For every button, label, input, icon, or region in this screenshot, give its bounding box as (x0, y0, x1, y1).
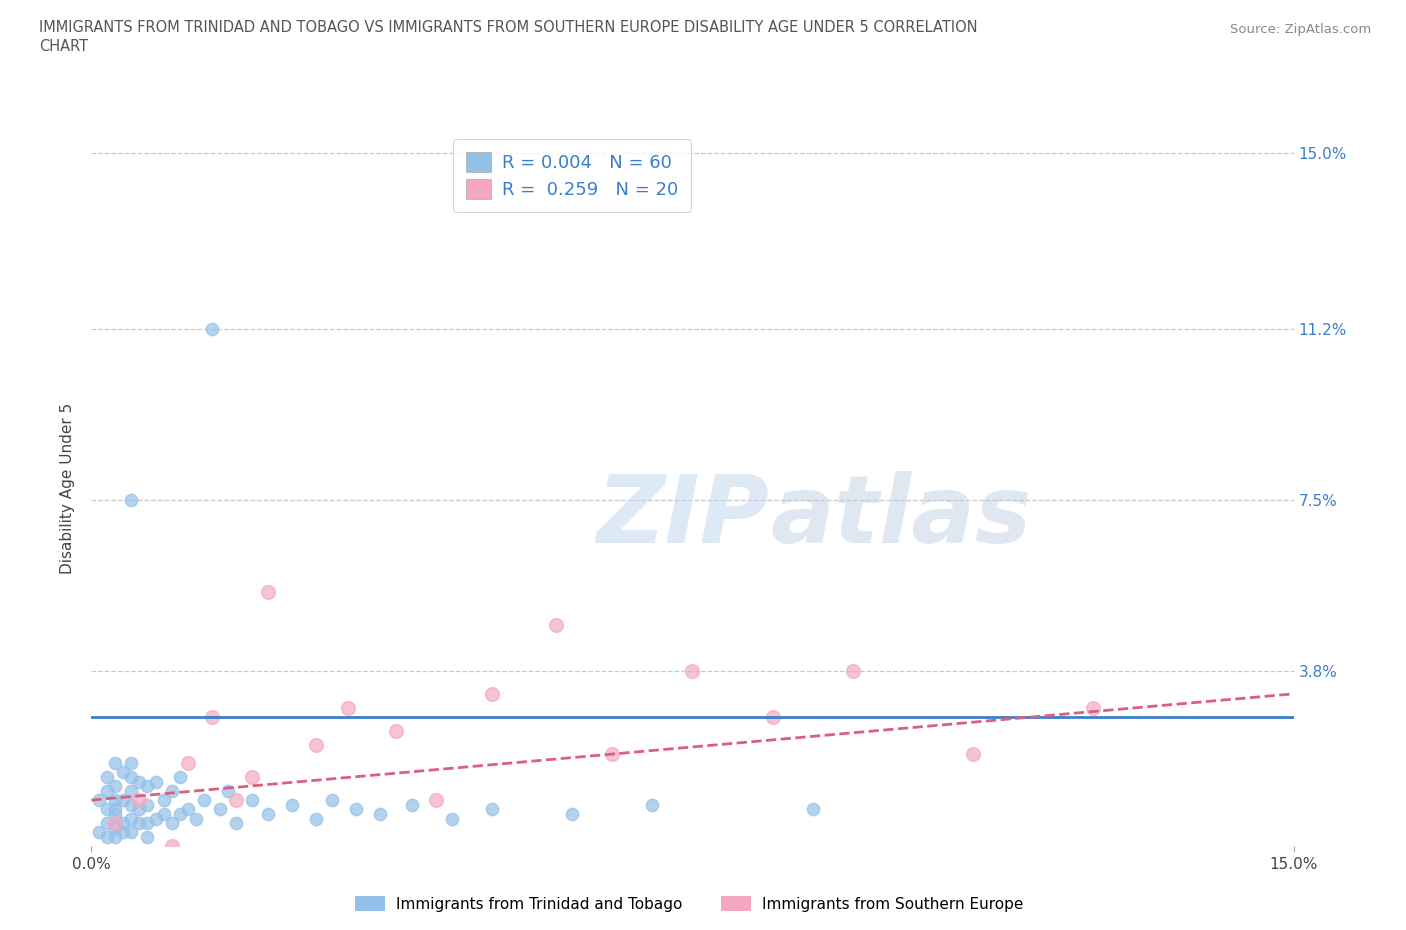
Point (425, 792, 447, 807)
Point (201, 322, 224, 337)
Point (121, 825, 143, 840)
Point (336, 700, 359, 715)
Point (281, 797, 304, 812)
Point (89, 792, 111, 807)
Point (184, 811, 207, 826)
Point (962, 747, 984, 762)
Y-axis label: Disability Age Under 5: Disability Age Under 5 (60, 403, 76, 574)
Point (104, 816, 127, 830)
Point (481, 686, 503, 701)
Point (96, 830, 118, 844)
Point (121, 811, 143, 826)
Point (104, 802, 127, 817)
Point (112, 792, 135, 807)
Point (160, 783, 183, 798)
Point (121, 797, 143, 812)
Point (104, 820, 127, 835)
Point (128, 774, 150, 789)
Point (305, 811, 328, 826)
Point (256, 806, 278, 821)
Point (136, 830, 159, 844)
Point (841, 663, 863, 678)
Point (96, 769, 118, 784)
Point (96, 802, 118, 817)
Text: ZIP: ZIP (596, 471, 769, 563)
Point (481, 802, 503, 817)
Point (176, 802, 198, 817)
Text: IMMIGRANTS FROM TRINIDAD AND TOBAGO VS IMMIGRANTS FROM SOUTHERN EUROPE DISABILIT: IMMIGRANTS FROM TRINIDAD AND TOBAGO VS I… (39, 20, 979, 35)
Point (201, 710, 224, 724)
Point (440, 811, 463, 826)
Point (385, 724, 408, 738)
Point (801, 802, 824, 817)
Point (104, 792, 127, 807)
Point (121, 492, 143, 507)
Point (193, 792, 215, 807)
Point (561, 806, 583, 821)
Point (602, 747, 624, 762)
Point (152, 792, 174, 807)
Point (121, 756, 143, 771)
Point (401, 797, 423, 812)
Point (104, 778, 127, 793)
Point (121, 783, 143, 798)
Point (152, 806, 174, 821)
Point (160, 839, 183, 854)
Point (96, 783, 118, 798)
Point (217, 783, 239, 798)
Point (225, 792, 247, 807)
Point (641, 797, 664, 812)
Point (136, 797, 159, 812)
Point (104, 756, 127, 771)
Point (208, 802, 231, 817)
Legend: Immigrants from Trinidad and Tobago, Immigrants from Southern Europe: Immigrants from Trinidad and Tobago, Imm… (349, 889, 1029, 918)
Point (96, 816, 118, 830)
Point (225, 816, 247, 830)
Point (145, 774, 167, 789)
Point (681, 663, 703, 678)
Point (762, 710, 785, 724)
Point (368, 806, 391, 821)
Text: atlas: atlas (770, 471, 1032, 563)
Point (112, 765, 135, 780)
Point (344, 802, 367, 817)
Point (240, 792, 263, 807)
Point (321, 792, 343, 807)
Point (136, 778, 159, 793)
Point (128, 816, 150, 830)
Legend: R = 0.004   N = 60, R =  0.259   N = 20: R = 0.004 N = 60, R = 0.259 N = 20 (453, 140, 692, 211)
Point (256, 585, 278, 600)
Text: CHART: CHART (39, 39, 89, 54)
Point (112, 816, 135, 830)
Point (121, 769, 143, 784)
Point (104, 830, 127, 844)
Point (89, 825, 111, 840)
Point (176, 756, 198, 771)
Point (546, 618, 568, 632)
Point (145, 811, 167, 826)
Point (128, 792, 150, 807)
Point (160, 816, 183, 830)
Point (112, 825, 135, 840)
Point (169, 806, 191, 821)
Point (136, 816, 159, 830)
Text: Source: ZipAtlas.com: Source: ZipAtlas.com (1230, 23, 1371, 36)
Point (169, 769, 191, 784)
Point (128, 802, 150, 817)
Point (305, 737, 328, 752)
Point (240, 769, 263, 784)
Point (1083, 700, 1105, 715)
Point (104, 806, 127, 821)
